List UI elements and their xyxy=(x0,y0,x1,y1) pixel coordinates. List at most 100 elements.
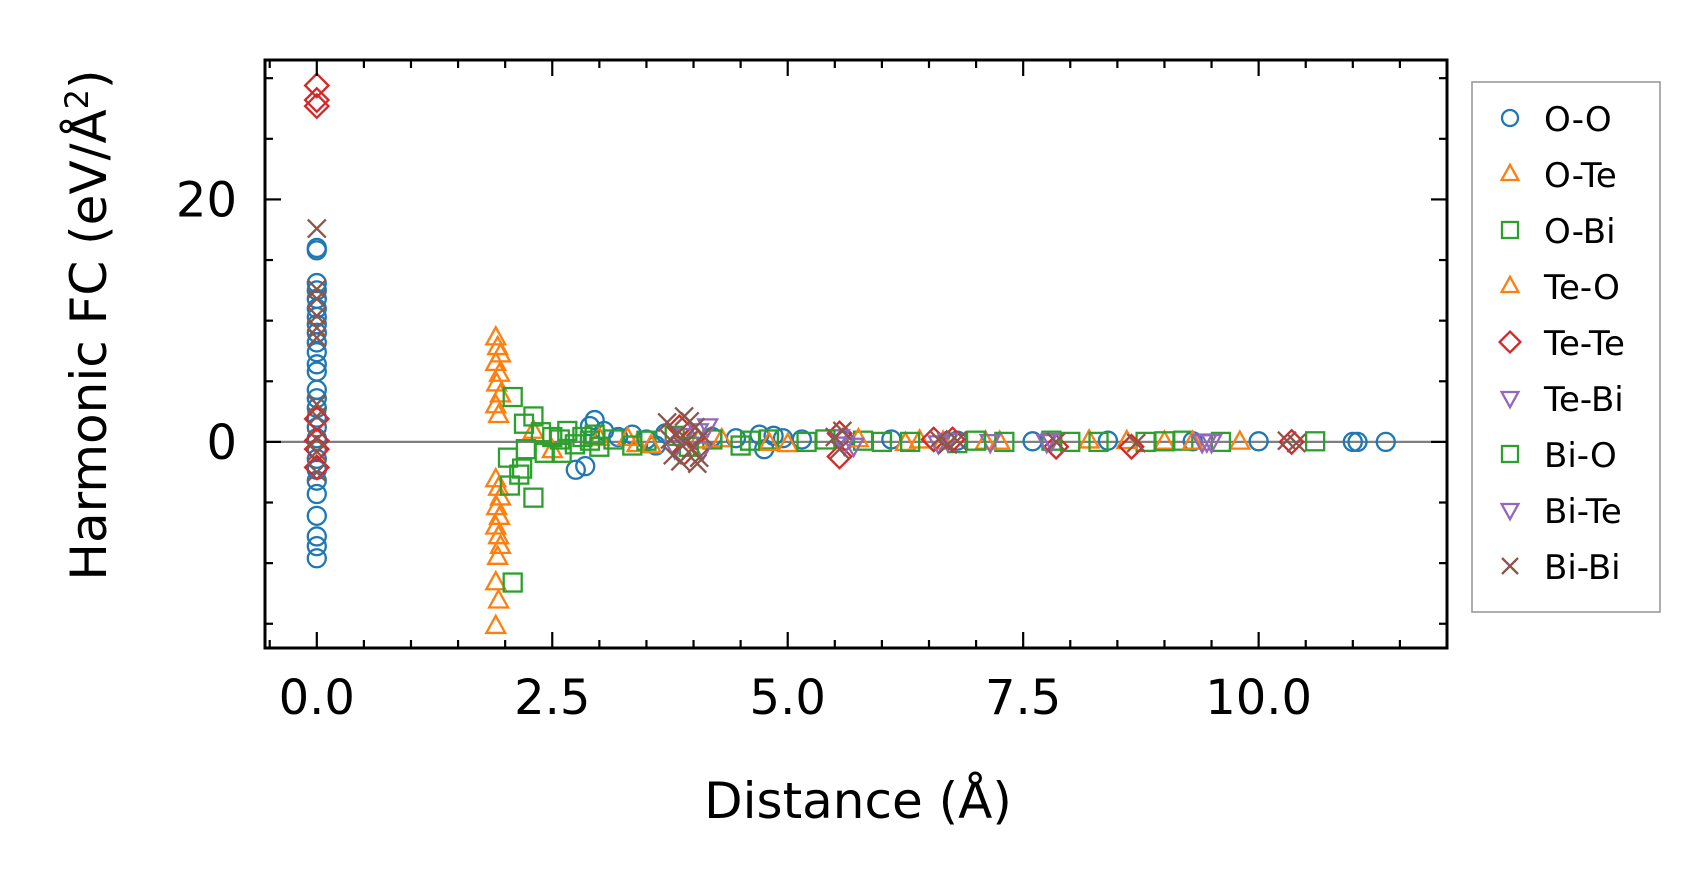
data-point-o-bi xyxy=(557,420,578,442)
data-point-o-o xyxy=(306,548,327,569)
data-point-bi-bi xyxy=(672,435,693,456)
data-point-o-te xyxy=(487,402,510,424)
y-axis-label-close: ) xyxy=(60,69,118,89)
x-axis-label: Distance (Å) xyxy=(704,772,1012,830)
tick-labels: 0.0 2.5 5.0 7.5 10.0 0 20 xyxy=(176,172,1312,726)
data-point-o-bi xyxy=(900,431,921,453)
legend-marker-te-bi xyxy=(1499,390,1521,410)
legend-marker-bi-te xyxy=(1499,502,1521,522)
data-point-bi-bi xyxy=(657,412,677,433)
data-point-bi-o xyxy=(1304,431,1326,452)
data-point-o-te xyxy=(776,431,800,453)
data-points xyxy=(265,72,1447,635)
data-point-o-o xyxy=(306,322,327,343)
data-point-bi-bi xyxy=(306,327,327,348)
data-point-o-bi xyxy=(509,464,530,485)
data-point-te-o xyxy=(757,430,781,452)
legend-label-bi-bi: Bi-Bi xyxy=(1544,548,1621,588)
y-tick-label: 0 xyxy=(206,415,237,471)
legend-marker-te-o xyxy=(1499,274,1521,294)
data-point-o-te xyxy=(484,569,508,591)
data-point-bi-o xyxy=(965,430,987,451)
data-point-bi-o xyxy=(1154,431,1175,452)
plot-frame xyxy=(263,58,1449,650)
data-point-bi-bi xyxy=(689,447,709,468)
data-point-te-te xyxy=(303,86,331,114)
data-point-bi-o xyxy=(551,442,572,463)
data-point-te-o xyxy=(1181,429,1205,450)
data-point-bi-bi xyxy=(306,279,327,299)
data-point-o-o xyxy=(306,332,327,353)
data-point-o-o xyxy=(306,354,327,375)
data-point-o-o xyxy=(306,483,327,505)
data-point-o-bi xyxy=(502,572,523,593)
legend-label-o-bi: O-Bi xyxy=(1544,212,1616,252)
data-point-o-te xyxy=(487,523,510,545)
data-point-o-te xyxy=(484,613,508,635)
data-point-bi-bi xyxy=(829,439,850,459)
series-bi-o xyxy=(551,424,1326,463)
y-tick-label: 20 xyxy=(176,172,237,228)
legend-marker-bi-bi xyxy=(1501,557,1519,575)
data-point-bi-bi xyxy=(687,453,708,474)
legend: O-O O-Te O-Bi Te-O Te-Te Te-Bi Bi-O Bi-Te Bi-Bi xyxy=(1471,81,1661,613)
data-point-o-o xyxy=(306,240,327,261)
data-point-bi-bi xyxy=(306,441,327,462)
data-point-te-te xyxy=(1042,433,1070,461)
legend-marker-o-o xyxy=(1500,108,1520,128)
legend-label-te-te: Te-Te xyxy=(1543,324,1625,364)
legend-label-o-o: O-O xyxy=(1544,100,1612,140)
data-point-o-te xyxy=(1228,429,1252,450)
data-point-bi-bi xyxy=(306,406,327,427)
data-point-bi-bi xyxy=(306,318,327,338)
legend-label-bi-o: Bi-O xyxy=(1544,436,1617,476)
data-point-bi-bi xyxy=(832,421,853,441)
y-axis-label: Harmonic FC (eV/Å2) xyxy=(58,69,118,580)
data-point-o-bi xyxy=(523,487,544,508)
data-point-te-te xyxy=(303,72,331,99)
data-point-bi-bi xyxy=(1046,432,1066,452)
data-point-bi-bi xyxy=(928,429,949,450)
x-tick-label: 0.0 xyxy=(279,670,355,726)
data-point-te-o xyxy=(639,432,663,454)
data-point-o-bi xyxy=(589,436,610,457)
data-point-o-o xyxy=(791,429,812,450)
x-tick-label: 2.5 xyxy=(514,670,590,726)
data-point-o-bi xyxy=(502,386,523,408)
data-point-te-te xyxy=(303,92,331,120)
legend-marker-bi-o xyxy=(1500,444,1520,464)
data-point-o-o xyxy=(306,306,327,328)
data-point-o-o xyxy=(306,448,327,470)
data-point-o-o xyxy=(1342,431,1363,453)
data-point-bi-bi xyxy=(1126,433,1147,453)
plot-area xyxy=(263,58,1449,650)
legend-marker-o-te xyxy=(1499,162,1521,182)
x-tick-label: 5.0 xyxy=(750,670,826,726)
data-point-bi-bi xyxy=(947,430,968,451)
y-axis-label-main: Harmonic FC (eV/Å xyxy=(60,109,118,580)
legend-label-te-o: Te-O xyxy=(1543,268,1620,308)
data-point-bi-te xyxy=(832,436,856,458)
legend-label-bi-te: Bi-Te xyxy=(1544,492,1622,532)
data-point-o-te xyxy=(522,418,545,439)
data-point-te-te xyxy=(1118,433,1145,461)
data-point-bi-te xyxy=(1035,433,1059,455)
x-tick-label: 7.5 xyxy=(985,670,1061,726)
legend-marker-o-bi xyxy=(1500,220,1520,240)
axis-ticks xyxy=(265,60,1449,648)
data-point-o-te xyxy=(1153,429,1176,450)
data-point-te-te xyxy=(826,443,853,470)
series-bi-bi xyxy=(306,218,1307,483)
data-point-o-bi xyxy=(511,458,533,479)
data-point-o-o xyxy=(1347,431,1368,453)
data-point-o-te xyxy=(484,324,508,346)
data-point-bi-o xyxy=(739,430,761,451)
data-point-o-o xyxy=(306,272,327,294)
data-point-o-o xyxy=(565,459,586,480)
data-point-o-o xyxy=(763,425,784,446)
x-tick-label: 10.0 xyxy=(1205,670,1312,726)
data-point-bi-bi xyxy=(679,411,700,432)
data-point-o-o xyxy=(306,342,327,363)
data-point-bi-o xyxy=(584,424,605,445)
